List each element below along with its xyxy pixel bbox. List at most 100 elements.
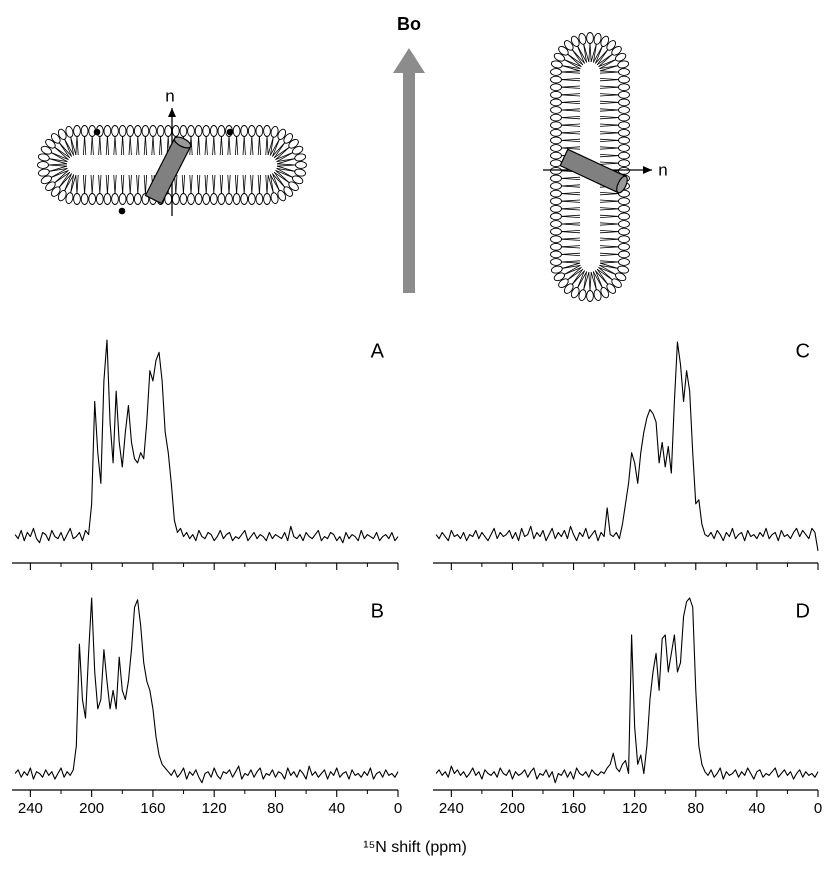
lipid-head [550,250,562,259]
lipid-head [288,181,299,191]
lipid-head [618,83,630,92]
lipid-head [171,125,180,137]
lipid-head [232,125,241,137]
lipid-head [618,242,630,251]
lipid-head [133,125,142,137]
lipid-head [65,125,74,138]
lipid-head [73,125,81,137]
lipid-tail [276,164,297,167]
x-tick-label: 160 [140,800,165,817]
lipid-head [156,125,165,137]
lipid-head [179,125,188,137]
lipid-tail [599,147,620,150]
lipid-head [618,144,630,152]
lipid-head [550,197,562,206]
lipid-tail [205,135,208,156]
lipid-tail [560,78,581,80]
lipid-head [277,128,287,140]
lipid-tail [561,65,581,69]
lipid-head [550,60,563,69]
lipid-head [550,265,563,274]
lipid-head [550,121,562,130]
lipid-head [618,166,630,175]
helix-end [616,175,628,194]
lipid-tail [227,174,230,195]
lipid-tail [137,135,140,156]
lipid-tail [598,53,613,67]
lipid-head [51,133,61,144]
lipid-head [37,168,50,177]
panel-label: B [371,600,384,622]
lipid-tail [599,102,620,104]
lipid-head [550,258,562,266]
lipid-tail [560,93,581,96]
lipid-head [217,193,226,205]
lipid-head [202,125,211,137]
lipid-tail [599,124,620,127]
lipid-tail [595,270,609,285]
lipid-tail [136,174,139,195]
lipid-head [247,193,256,205]
lipid-head [80,125,89,137]
lipid-tail [273,171,290,184]
lipid-tail [593,43,597,63]
lipid-tail [75,174,78,195]
lipid-tail [113,174,116,195]
lipid-tail [266,135,269,156]
lipid-tail [90,174,93,195]
lipid-tail [265,174,268,195]
lipid-tail [560,192,581,194]
lipid-head [171,193,180,205]
lipid-head [550,235,562,244]
spectrum-line [435,341,819,551]
lipid-tail [560,146,581,149]
lipid-tail [121,174,123,195]
lipid-tail [189,174,192,195]
lipid-tail [563,59,582,67]
panel-label: A [371,340,385,362]
lipid-tail [599,208,620,211]
lipid-tail [599,231,620,234]
lipid-tail [272,138,280,157]
lipid-head [618,204,630,213]
lipid-tail [599,162,620,165]
lipid-head [255,193,264,205]
lipid-head [550,174,562,183]
lipid-tail [257,174,260,195]
lipid-tail [560,123,581,126]
normal-label: n [165,86,174,105]
lipid-head [550,136,562,145]
lipid-head [95,193,104,205]
lipid-head [111,125,119,137]
lipid-head [263,125,271,137]
lipid-head [611,46,622,56]
x-tick-label: 0 [394,800,402,817]
lipid-tail [560,207,581,210]
lipid-tail [70,174,74,194]
lipid-tail [48,165,68,172]
lipid-head [292,175,304,185]
lipid-head [570,287,580,299]
lipid-tail [599,155,620,158]
lipid-head [618,106,630,114]
lipid-head [45,139,56,149]
lipid-head [126,193,135,205]
bicelle [37,125,307,205]
lipid-head [564,40,574,51]
x-tick-label: 240 [439,800,464,817]
helix [559,148,628,194]
lipid-tail [269,174,280,192]
lipid-head [586,32,594,44]
lipid-tail [599,238,620,241]
lipid-head [578,289,587,302]
lipid-tail [98,174,101,195]
lipid-head [240,125,249,137]
lipid-head [294,168,307,177]
lipid-head [593,289,602,302]
lipid-head [202,193,211,205]
lipid-head [295,161,307,169]
lipid-tail [599,265,619,269]
lipid-tail [599,59,617,70]
